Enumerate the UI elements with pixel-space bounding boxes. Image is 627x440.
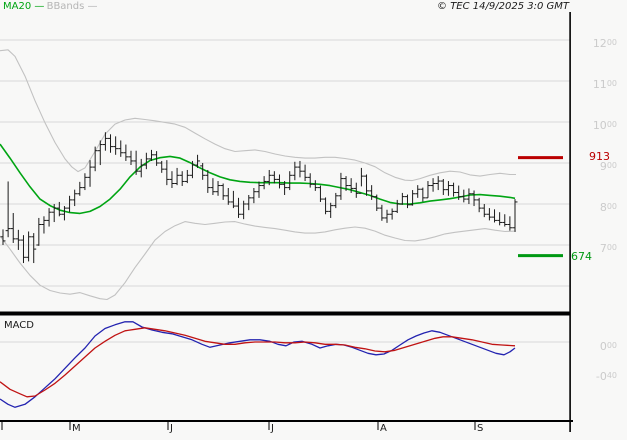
bbands_upper-line bbox=[0, 49, 516, 182]
ma20-line bbox=[0, 143, 516, 215]
price-axis-label: 900 bbox=[599, 160, 617, 173]
right-border bbox=[569, 12, 571, 432]
macd-line bbox=[0, 321, 516, 408]
price-axis-label: 1100 bbox=[592, 78, 617, 91]
copyright-text: © TEC 14/9/2025 3:0 GMT bbox=[437, 1, 569, 12]
legend-ma20-label: MA20 bbox=[3, 1, 32, 12]
legend: MA20 — BBands — bbox=[3, 1, 98, 13]
panel-separator bbox=[0, 311, 570, 316]
price-axis-label: 700 bbox=[599, 242, 617, 255]
legend-bbands-label: BBands bbox=[46, 1, 85, 12]
bbands-line-swatch: — bbox=[87, 1, 98, 12]
price-axis-label: 1000 bbox=[592, 119, 617, 132]
bbands_lower-line bbox=[0, 221, 517, 301]
macd-axis-label: 000 bbox=[599, 340, 617, 353]
signal-line bbox=[0, 327, 516, 398]
macd-axis-label: -040 bbox=[595, 370, 617, 383]
month-label: J bbox=[271, 423, 274, 434]
time-axis-line bbox=[0, 420, 573, 422]
ma20-line-swatch: — bbox=[34, 1, 44, 12]
resistance-level-label: 913 bbox=[589, 150, 610, 163]
month-label: J bbox=[170, 423, 173, 434]
macd-panel-title: MACD bbox=[4, 320, 34, 331]
support-level-label: 674 bbox=[571, 250, 592, 263]
month-label: A bbox=[380, 423, 387, 434]
month-label: S bbox=[477, 423, 484, 434]
price-axis-label: 1200 bbox=[592, 37, 617, 50]
price-axis-label: 800 bbox=[599, 201, 617, 214]
month-label: M bbox=[72, 423, 81, 434]
